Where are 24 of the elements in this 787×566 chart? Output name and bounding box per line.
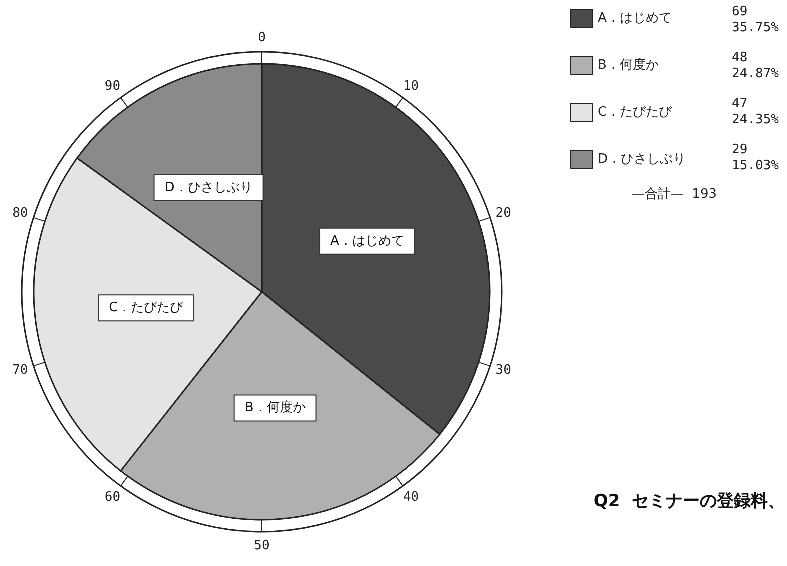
text: 30	[496, 362, 512, 378]
data-label: 29 15.03%	[732, 142, 780, 174]
slice-label: A．はじめて	[330, 234, 404, 249]
text: 40	[403, 490, 420, 505]
legend-label: D．ひさしぶり	[598, 152, 686, 167]
legend-label: C．たびたび	[598, 105, 674, 120]
text: 10	[403, 79, 420, 94]
slice-label: C．たびたび	[109, 300, 184, 316]
data-label: 47 24.35%	[732, 96, 780, 128]
text: 50	[254, 538, 270, 554]
text: 70	[12, 362, 28, 378]
legend-label: A．はじめて	[598, 11, 672, 26]
data-label: 69 35.75%	[732, 4, 780, 36]
legend-label: B．何度か	[598, 57, 659, 73]
text: 60	[104, 490, 121, 505]
text: Q2 セミナーの登録料、	[594, 492, 786, 512]
text: —合計— 193	[632, 187, 717, 202]
text: 90	[104, 79, 121, 94]
data-label: 48 24.87%	[732, 50, 780, 82]
text: 20	[496, 206, 512, 222]
text: 0	[258, 30, 266, 46]
text: 80	[12, 206, 28, 222]
slice-label: B．何度か	[244, 400, 306, 416]
slice-label: D．ひさしぶり	[164, 180, 253, 196]
